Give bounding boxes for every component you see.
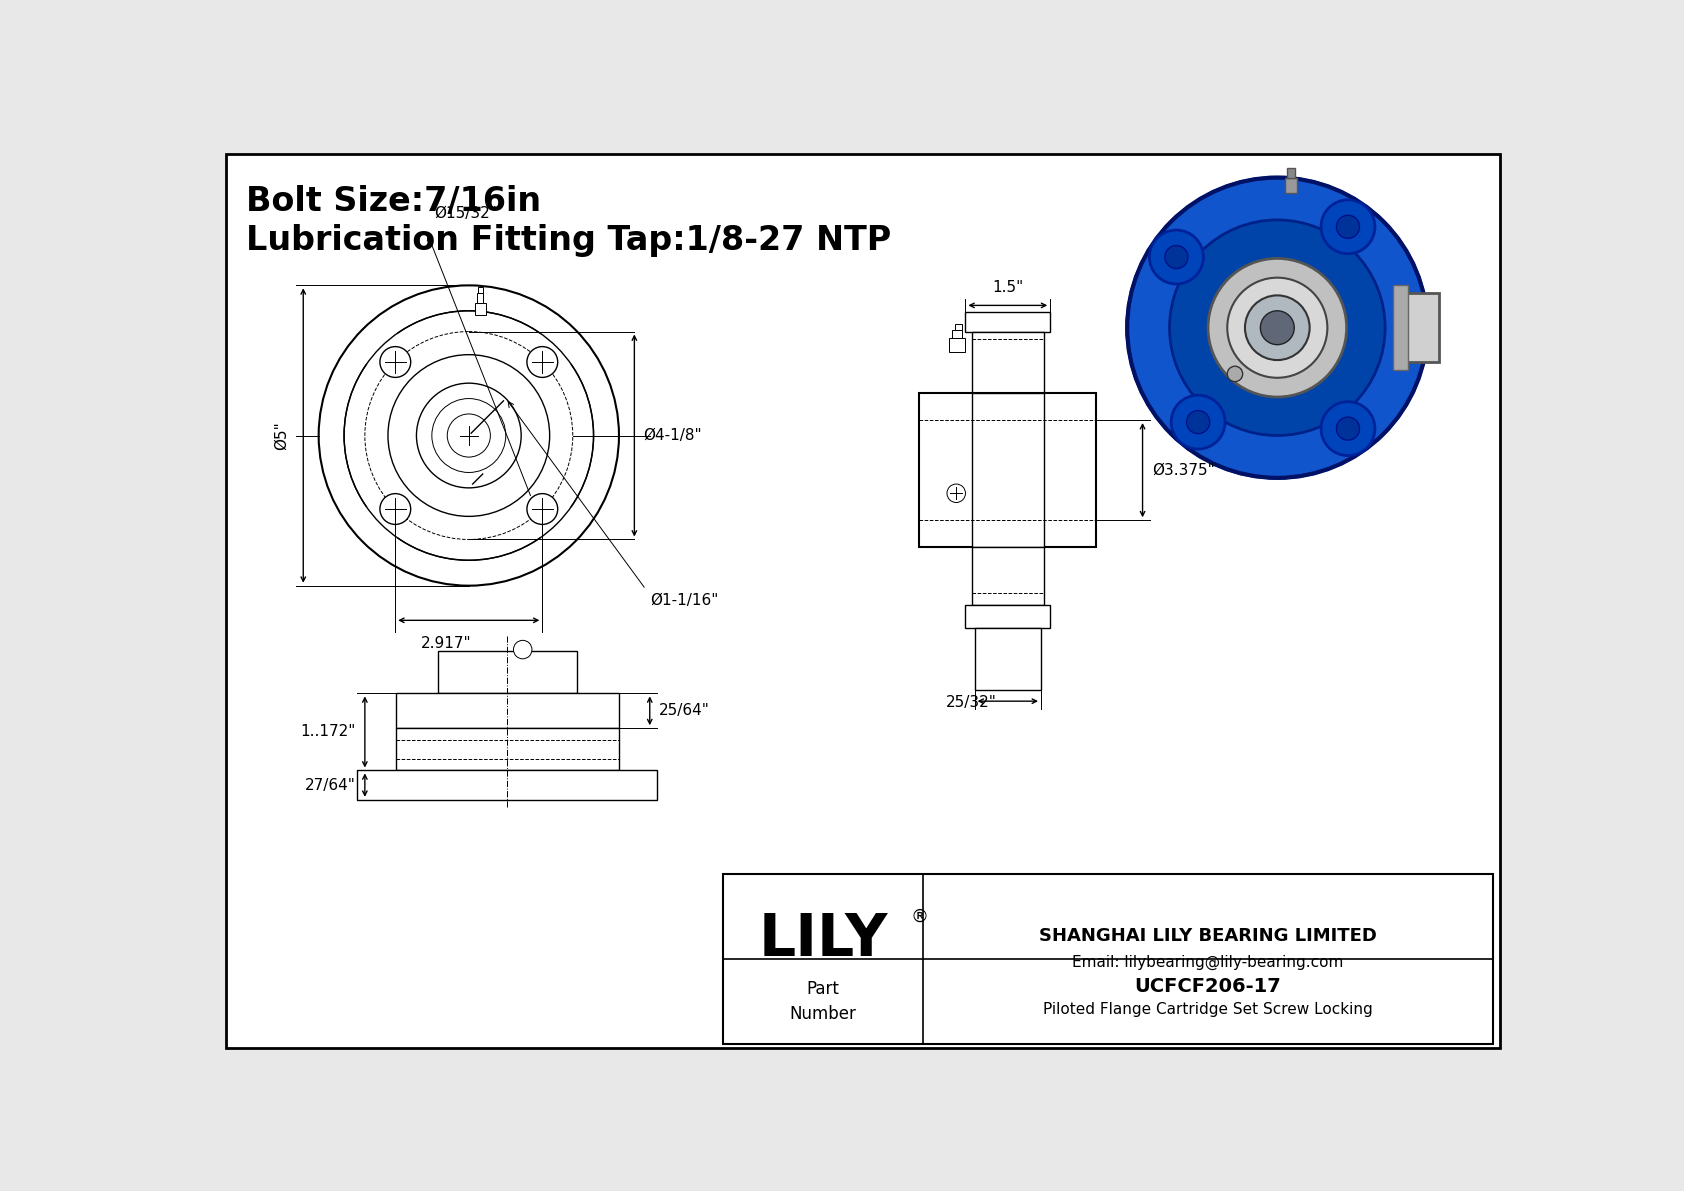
Bar [975,628,1041,690]
Text: Ø5": Ø5" [274,422,290,450]
Circle shape [514,641,532,659]
Circle shape [946,484,965,503]
Text: 1..172": 1..172" [300,724,355,740]
Bar [357,771,657,799]
Text: Ø1-1/16": Ø1-1/16" [650,593,717,609]
Circle shape [1228,278,1327,378]
Bar [955,324,962,330]
Bar [972,331,1044,393]
Bar [951,330,962,338]
Bar [972,393,1044,547]
Bar [396,693,620,728]
Bar [478,287,483,293]
Bar [965,605,1051,628]
Bar [477,293,483,303]
Circle shape [1169,220,1386,436]
Bar [1287,168,1295,177]
Circle shape [1320,200,1374,254]
Circle shape [1228,366,1243,381]
Bar [1396,293,1440,362]
Text: 25/64": 25/64" [658,704,711,718]
Text: LILY: LILY [758,911,887,968]
Circle shape [1187,411,1209,434]
Text: 27/64": 27/64" [305,778,355,792]
Circle shape [1337,216,1359,238]
Text: Ø15/32": Ø15/32" [434,206,497,222]
Circle shape [344,311,593,560]
Circle shape [416,384,520,488]
Circle shape [1207,258,1347,397]
Circle shape [527,493,557,524]
Bar [396,728,620,771]
Text: 2.917": 2.917" [421,636,472,650]
Text: 25/32": 25/32" [946,696,997,710]
Circle shape [1127,177,1428,478]
Bar [475,303,485,314]
Circle shape [1165,245,1187,269]
Circle shape [1150,230,1204,283]
Text: ®: ® [911,908,930,925]
Circle shape [387,355,549,517]
Text: Email: lilybearing@lily-bearing.com: Email: lilybearing@lily-bearing.com [1073,955,1344,971]
Bar [1393,286,1408,370]
Circle shape [448,414,490,457]
Bar [948,338,965,351]
Bar [919,393,1096,547]
Bar [965,312,1051,331]
Circle shape [1337,417,1359,441]
Text: 1.5": 1.5" [992,280,1024,295]
Circle shape [431,399,505,473]
Circle shape [1170,395,1224,449]
Bar [972,547,1044,605]
Circle shape [1260,311,1295,344]
Circle shape [318,286,620,586]
Bar [722,874,1494,1043]
Text: SHANGHAI LILY BEARING LIMITED: SHANGHAI LILY BEARING LIMITED [1039,927,1378,944]
Text: Lubrication Fitting Tap:1/8-27 NTP: Lubrication Fitting Tap:1/8-27 NTP [246,224,891,257]
Text: Bolt Size:7/16in: Bolt Size:7/16in [246,186,541,218]
Circle shape [381,347,411,378]
Text: Ø4-1/8": Ø4-1/8" [643,428,702,443]
Circle shape [527,347,557,378]
Bar [1285,177,1297,193]
Bar [438,651,576,693]
Text: Piloted Flange Cartridge Set Screw Locking: Piloted Flange Cartridge Set Screw Locki… [1042,1002,1372,1017]
Circle shape [381,493,411,524]
Text: Ø3.375": Ø3.375" [1152,462,1214,478]
Text: Part
Number: Part Number [790,980,857,1023]
Text: UCFCF206-17: UCFCF206-17 [1135,977,1282,996]
Circle shape [1244,295,1310,360]
Circle shape [1320,401,1374,456]
